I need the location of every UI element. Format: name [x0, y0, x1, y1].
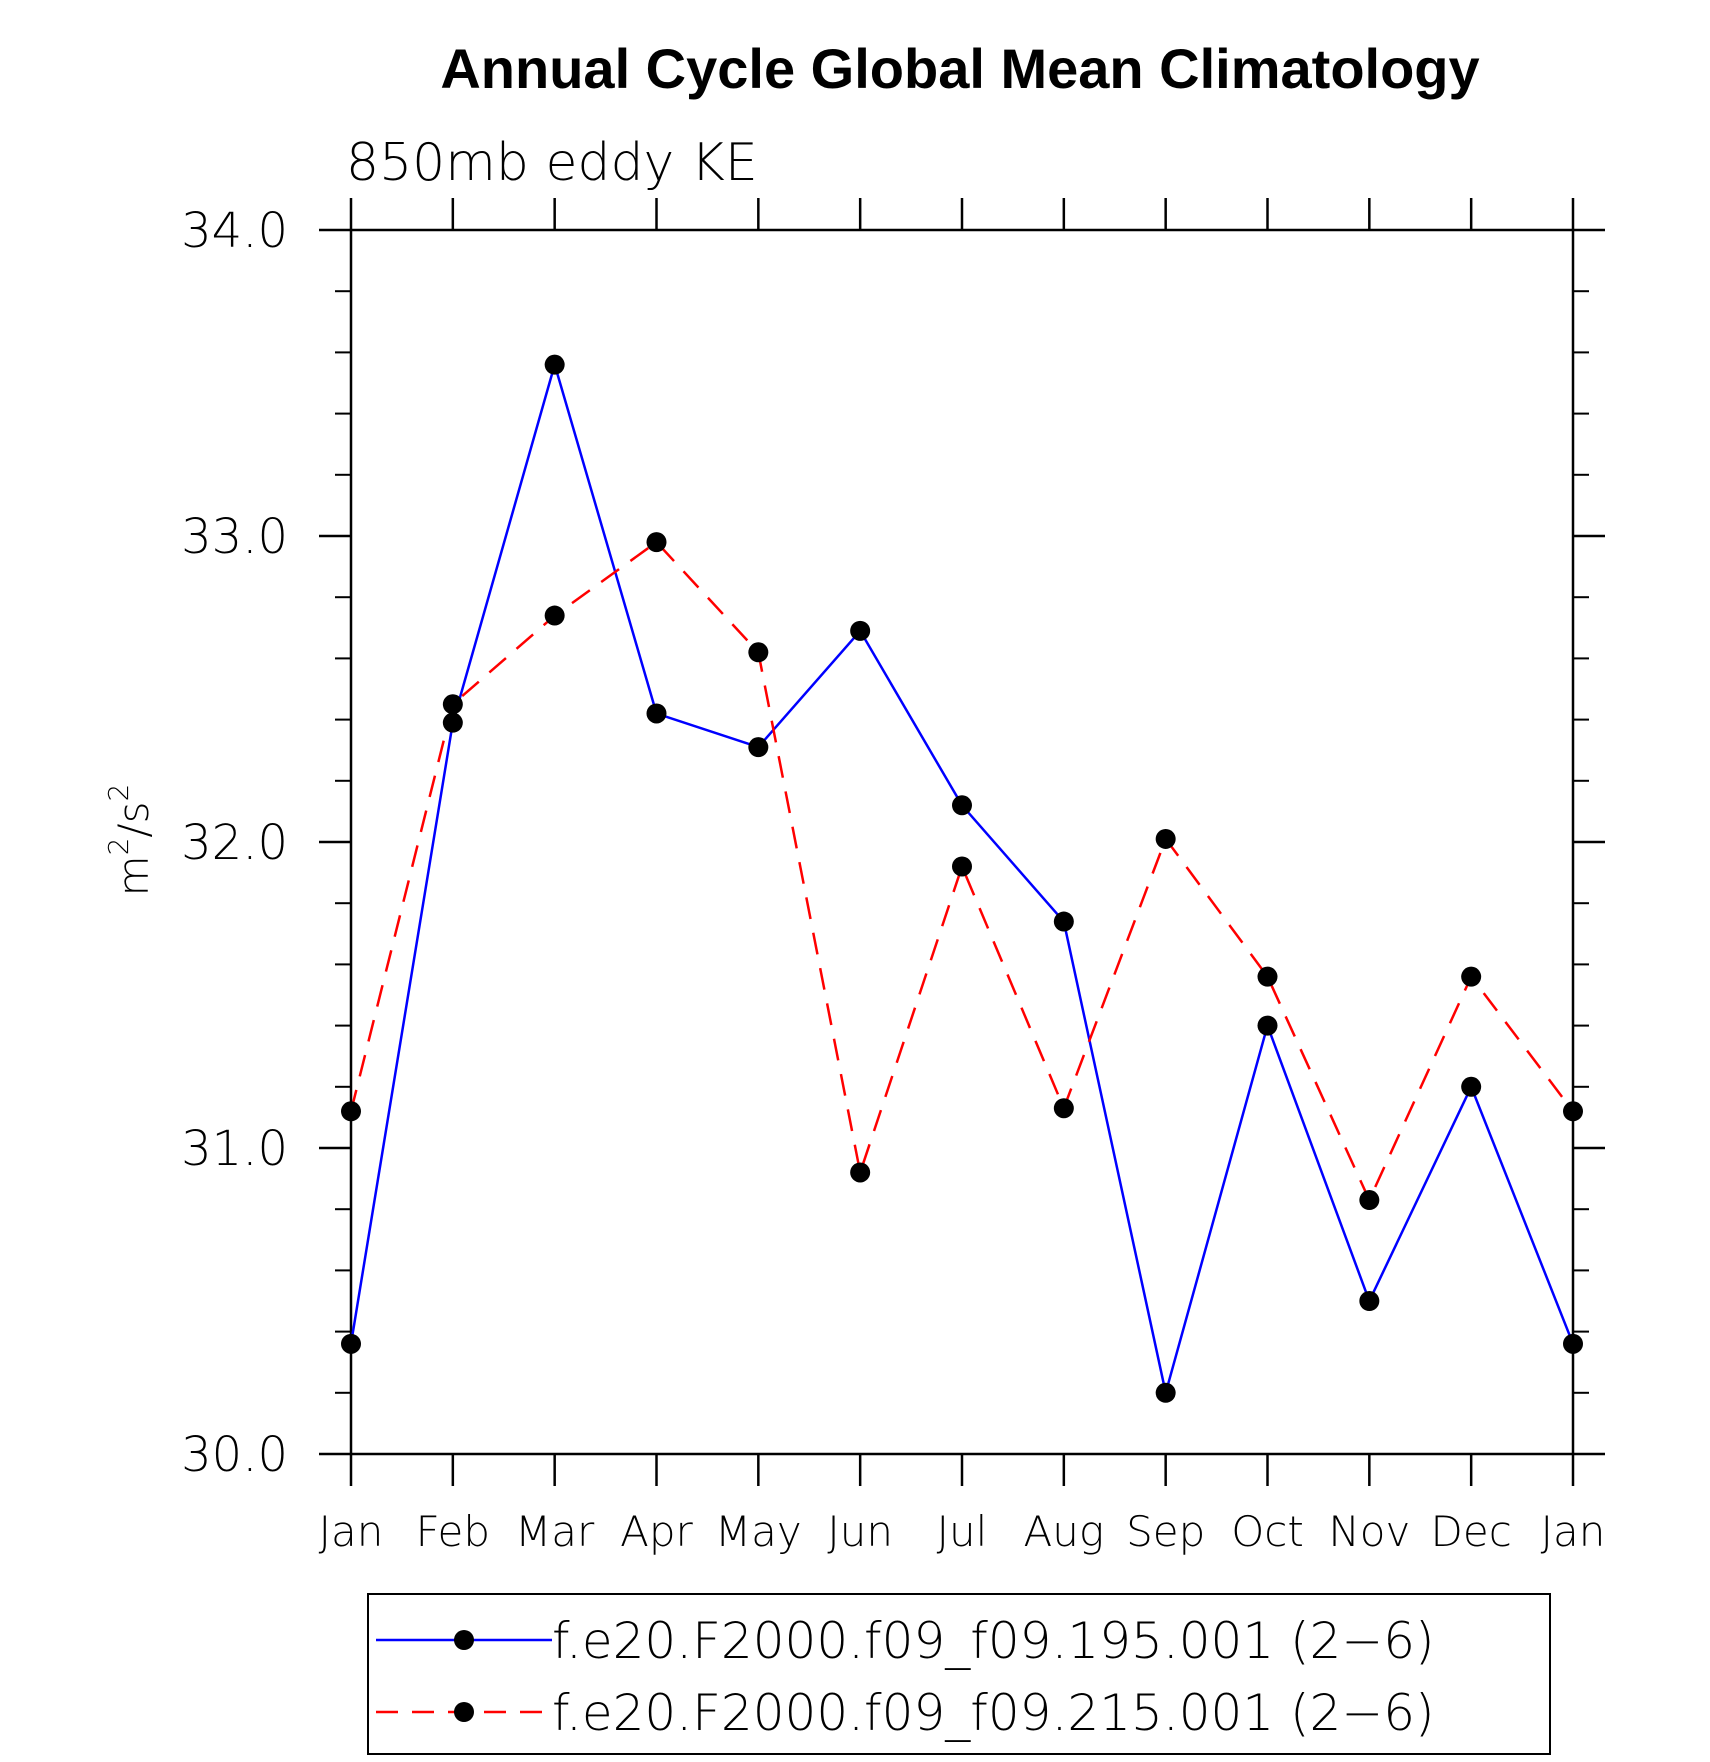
- series-2-point: [442, 694, 463, 715]
- y-axis-label: m2/s2: [102, 784, 158, 897]
- x-tick-label: Dec: [1431, 1507, 1512, 1556]
- x-tick-label: Nov: [1328, 1507, 1410, 1556]
- series-2-point: [1359, 1190, 1380, 1211]
- x-tick-label: Mar: [515, 1507, 595, 1556]
- y-tick-label: 32.0: [181, 815, 288, 871]
- series-1-point: [646, 703, 667, 724]
- y-label-base: m: [109, 855, 158, 896]
- x-tick-label: Feb: [416, 1507, 490, 1556]
- x-tick-label: Jan: [319, 1507, 384, 1556]
- y-tick-label: 31.0: [181, 1121, 288, 1177]
- series-2-point: [646, 532, 667, 553]
- series-line-1: [349, 360, 1575, 1394]
- series-2-point: [1461, 966, 1482, 987]
- legend-label-2: f.e20.F2000.f09_f09.215.001 (2−6): [552, 1684, 1435, 1742]
- x-tick-label: Sep: [1126, 1507, 1205, 1556]
- legend-marker-1: [454, 1630, 474, 1650]
- x-tick-label: Apr: [620, 1507, 693, 1556]
- x-tick-label: Jan: [1541, 1507, 1606, 1556]
- legend-label-1: f.e20.F2000.f09_f09.195.001 (2−6): [552, 1612, 1435, 1670]
- legend-marker-2: [454, 1702, 474, 1722]
- series-1-point: [850, 620, 871, 641]
- series-2-point: [748, 642, 769, 663]
- series-2-point: [341, 1101, 361, 1122]
- x-tick-label: May: [715, 1507, 802, 1556]
- series-1-point: [1461, 1076, 1482, 1097]
- legend: f.e20.F2000.f09_f09.195.001 (2−6) f.e20.…: [367, 1593, 1551, 1755]
- series-1-point: [341, 1333, 361, 1354]
- legend-box: [367, 1593, 1551, 1755]
- series-1-point: [1155, 1382, 1176, 1403]
- series-2-point: [1257, 966, 1278, 987]
- series-2-point: [1155, 828, 1176, 849]
- series-2-point: [850, 1162, 871, 1183]
- chart-subtitle: 850mb eddy KE: [346, 133, 758, 193]
- svg-text:m2/s2: m2/s2: [102, 784, 158, 897]
- y-label-exp2: 2: [102, 784, 135, 802]
- y-tick-label: 30.0: [181, 1427, 288, 1483]
- series-2-point: [1053, 1098, 1074, 1119]
- chart-title: Annual Cycle Global Mean Climatology: [440, 37, 1479, 100]
- series-layer: [341, 354, 1583, 1403]
- series-1-point: [1257, 1015, 1278, 1036]
- x-tick-label: Aug: [1024, 1507, 1105, 1556]
- plot-frame: [349, 228, 1575, 1456]
- series-2-point: [544, 605, 565, 626]
- y-label-exp1: 2: [102, 838, 135, 856]
- x-tick-label: Oct: [1231, 1507, 1304, 1556]
- y-label-mid: /s: [109, 802, 158, 838]
- y-tick-label: 33.0: [181, 509, 288, 565]
- series-1-point: [442, 712, 463, 733]
- y-tick-label: 34.0: [181, 203, 288, 259]
- series-1-point: [1359, 1291, 1380, 1311]
- series-1-point: [1053, 911, 1074, 932]
- series-1-point: [748, 737, 769, 758]
- series-1-point: [952, 795, 972, 816]
- x-tick-label: Jul: [937, 1507, 988, 1556]
- series-1-point: [544, 354, 565, 375]
- x-tick-label: Jun: [827, 1507, 893, 1556]
- series-1-point: [1563, 1333, 1583, 1354]
- series-2-point: [952, 856, 972, 877]
- axes: Jan Feb Mar Apr May Jun Jul Aug Sep Oct Nov Dec Jan 3…: [181, 198, 1605, 1556]
- series-2-point: [1563, 1101, 1583, 1122]
